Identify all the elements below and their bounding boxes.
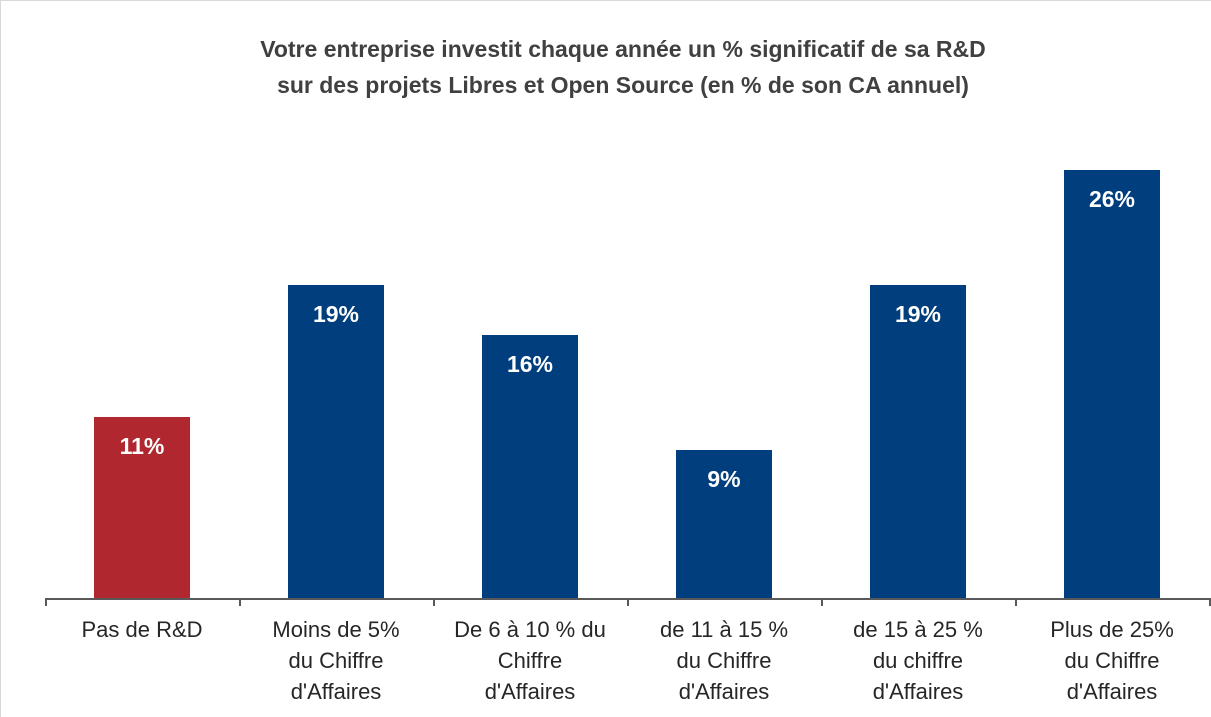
bar	[870, 285, 966, 598]
x-tick-label: De 6 à 10 % du Chiffre d'Affaires	[454, 617, 606, 704]
tick-mark	[1015, 598, 1017, 606]
data-label: 16%	[506, 350, 554, 377]
tick-mark	[239, 598, 241, 606]
x-tick-label: Plus de 25% du Chiffre d'Affaires	[1050, 617, 1174, 704]
tick-mark	[627, 598, 629, 606]
bar	[482, 334, 578, 598]
data-label: 11%	[119, 432, 165, 459]
x-tick-label: Moins de 5% du Chiffre d'Affaires	[272, 617, 400, 704]
data-label: 19%	[312, 301, 360, 328]
bar	[94, 416, 190, 598]
x-tick-label: de 15 à 25 % du chiffre d'Affaires	[853, 617, 983, 704]
x-tick-label: de 11 à 15 % du Chiffre d'Affaires	[659, 617, 789, 704]
x-tick-label: Pas de R&D	[81, 617, 203, 642]
tick-mark	[433, 598, 435, 606]
tick-mark	[821, 598, 823, 606]
data-label: 9%	[707, 465, 741, 492]
tick-mark	[1209, 598, 1211, 606]
bar	[288, 285, 384, 598]
data-label: 26%	[1088, 186, 1136, 212]
bar	[1064, 170, 1160, 598]
bar	[676, 449, 772, 598]
data-label: 19%	[894, 301, 942, 328]
tick-mark	[45, 598, 47, 606]
chart-title: Votre entreprise investit chaque année u…	[260, 36, 986, 98]
